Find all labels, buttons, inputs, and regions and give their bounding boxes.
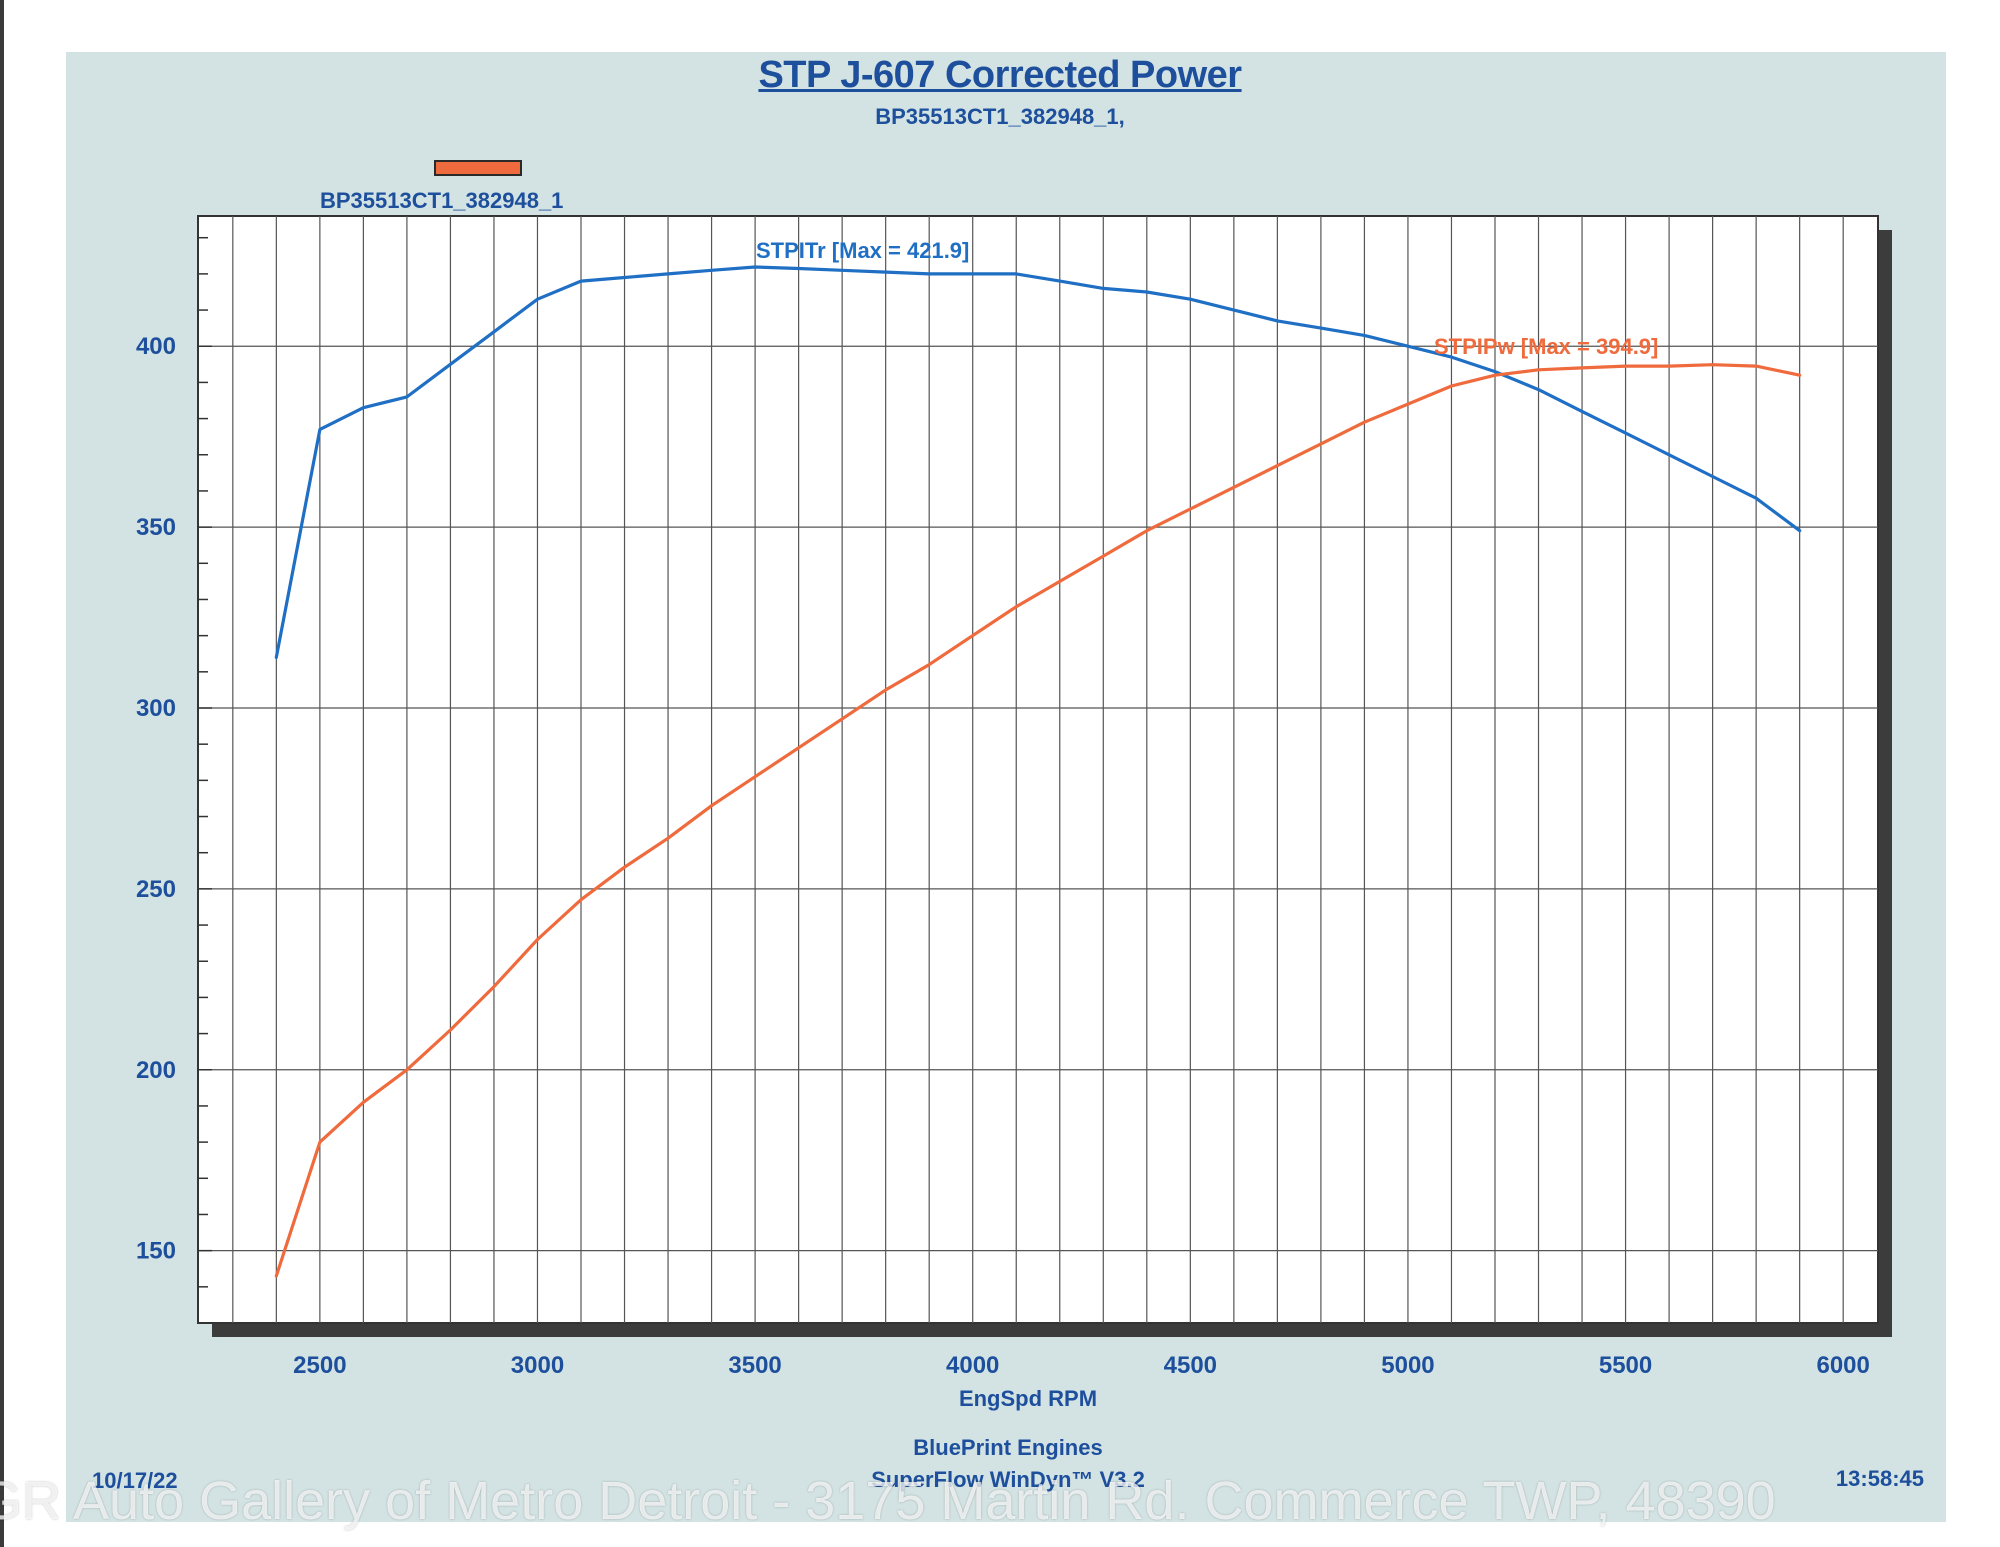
series-label-stpitr: STPITr [Max = 421.9]	[756, 238, 969, 263]
plot-area	[197, 215, 1879, 1324]
legend-swatch	[434, 160, 522, 176]
x-tick-label: 6000	[1816, 1352, 1869, 1379]
y-tick-label: 200	[136, 1057, 176, 1084]
chart-title: STP J-607 Corrected Power	[758, 54, 1242, 96]
x-tick-label: 4500	[1164, 1352, 1217, 1379]
frame-edge	[0, 0, 4, 1547]
chart-subtitle: BP35513CT1_382948_1,	[875, 104, 1125, 129]
x-tick-label: 5000	[1381, 1352, 1434, 1379]
y-tick-label: 350	[136, 514, 176, 541]
footer-date: 10/17/22	[92, 1468, 178, 1493]
x-axis-label: EngSpd RPM	[959, 1386, 1097, 1411]
series-line-stpipw	[274, 363, 1802, 1278]
watermark-text: GR Auto Gallery of Metro Detroit - 3175 …	[0, 1471, 1776, 1531]
y-tick-label: 400	[136, 333, 176, 360]
series-line-stpitr	[274, 265, 1802, 660]
legend-label: BP35513CT1_382948_1	[320, 188, 564, 213]
y-tick-label: 250	[136, 876, 176, 903]
footer-time: 13:58:45	[1835, 1466, 1924, 1491]
x-tick-label: 3500	[728, 1352, 781, 1379]
x-tick-label: 4000	[946, 1352, 999, 1379]
x-tick-label: 5500	[1599, 1352, 1652, 1379]
series-label-stpipw: STPIPw [Max = 394.9]	[1434, 334, 1658, 359]
x-tick-label: 3000	[511, 1352, 564, 1379]
footer-company: BluePrint Engines	[913, 1435, 1103, 1460]
y-tick-label: 300	[136, 695, 176, 722]
footer-software: SuperFlow WinDyn™ V3.2	[871, 1467, 1145, 1492]
y-tick-label: 150	[136, 1238, 176, 1265]
x-tick-label: 2500	[293, 1352, 346, 1379]
